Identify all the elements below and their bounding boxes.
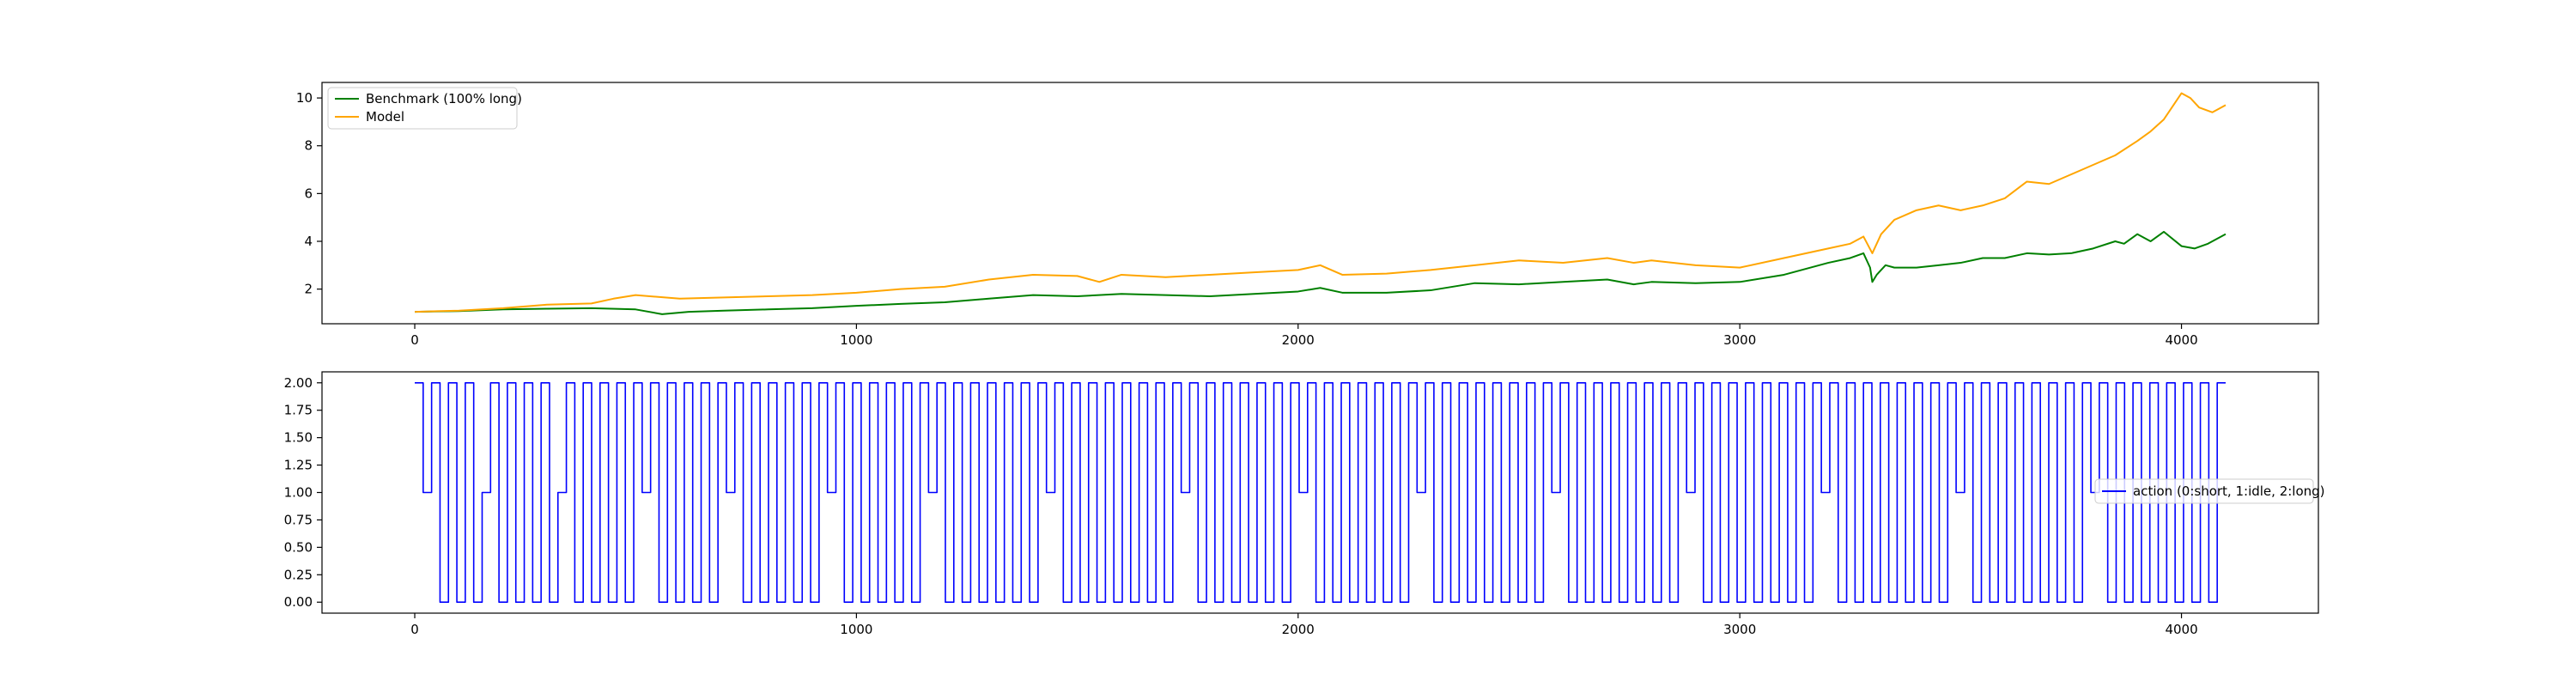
- bottom-legend-box: [2094, 478, 2314, 504]
- x-tick-label: 2000: [1282, 622, 1315, 637]
- x-tick-label: 0: [410, 622, 419, 637]
- y-tick-label: 10: [296, 90, 313, 106]
- top-legend: Benchmark (100% long) Model: [327, 87, 522, 130]
- legend-label-action: action (0:short, 1:idle, 2:long): [2133, 483, 2325, 499]
- series-line-0-0: [415, 230, 2227, 315]
- y-tick-label: 0.75: [284, 512, 313, 527]
- y-tick-label: 0.50: [284, 539, 313, 555]
- bottom-axes: 0 1000 2000 3000 4000 0.00 0.25 0.50 0.75 1.00 1.2…: [284, 371, 2325, 637]
- bottom-ticks: 0 1000 2000 3000 4000 0.00 0.25 0.50 0.75 1.00 1.2…: [284, 375, 2198, 637]
- top-ticks: 0 1000 2000 3000 4000 2 4 6 8 10: [296, 90, 2198, 348]
- top-plot-lines: [414, 92, 2227, 315]
- y-tick-label: 1.00: [284, 485, 313, 501]
- x-tick-label: 3000: [1723, 332, 1756, 348]
- series-line-1-0: [415, 381, 2226, 604]
- bottom-axes-frame: [321, 371, 2319, 614]
- bottom-legend: action (0:short, 1:idle, 2:long): [2094, 478, 2325, 504]
- series-line-0-1: [414, 92, 2227, 313]
- x-tick-label: 3000: [1723, 622, 1756, 637]
- y-tick-label: 0.00: [284, 594, 313, 610]
- top-legend-box: [327, 87, 518, 130]
- legend-label-benchmark: Benchmark (100% long): [366, 91, 522, 106]
- x-tick-label: 1000: [840, 622, 872, 637]
- y-tick-label: 0.25: [284, 567, 313, 582]
- y-tick-label: 1.50: [284, 430, 313, 446]
- x-tick-label: 1000: [840, 332, 872, 348]
- y-tick-label: 1.75: [284, 403, 313, 418]
- y-tick-label: 4: [304, 234, 313, 249]
- top-axes-frame: [321, 82, 2319, 325]
- top-axes: 0 1000 2000 3000 4000 2 4 6 8 10 Benchmark (100% …: [296, 82, 2319, 348]
- legend-label-model: Model: [366, 109, 404, 125]
- x-tick-label: 4000: [2165, 622, 2197, 637]
- x-tick-label: 4000: [2165, 332, 2197, 348]
- y-tick-label: 2: [304, 282, 313, 297]
- x-tick-label: 2000: [1282, 332, 1315, 348]
- x-tick-label: 0: [410, 332, 419, 348]
- y-tick-label: 2.00: [284, 375, 313, 391]
- bottom-plot-lines: [415, 381, 2226, 604]
- y-tick-label: 6: [304, 185, 313, 201]
- y-tick-label: 1.25: [284, 458, 313, 473]
- y-tick-label: 8: [304, 138, 313, 154]
